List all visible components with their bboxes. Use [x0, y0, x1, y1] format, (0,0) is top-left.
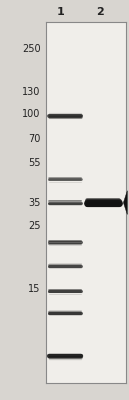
Text: 25: 25: [28, 221, 41, 231]
Text: 250: 250: [22, 44, 41, 54]
Text: 100: 100: [22, 109, 41, 119]
Polygon shape: [123, 191, 127, 214]
Text: 35: 35: [28, 198, 41, 208]
Text: 1: 1: [56, 7, 64, 17]
Text: 55: 55: [28, 158, 41, 168]
Text: 70: 70: [28, 134, 41, 144]
Text: 15: 15: [28, 284, 41, 294]
Text: 130: 130: [22, 88, 41, 98]
Text: 2: 2: [96, 7, 104, 17]
